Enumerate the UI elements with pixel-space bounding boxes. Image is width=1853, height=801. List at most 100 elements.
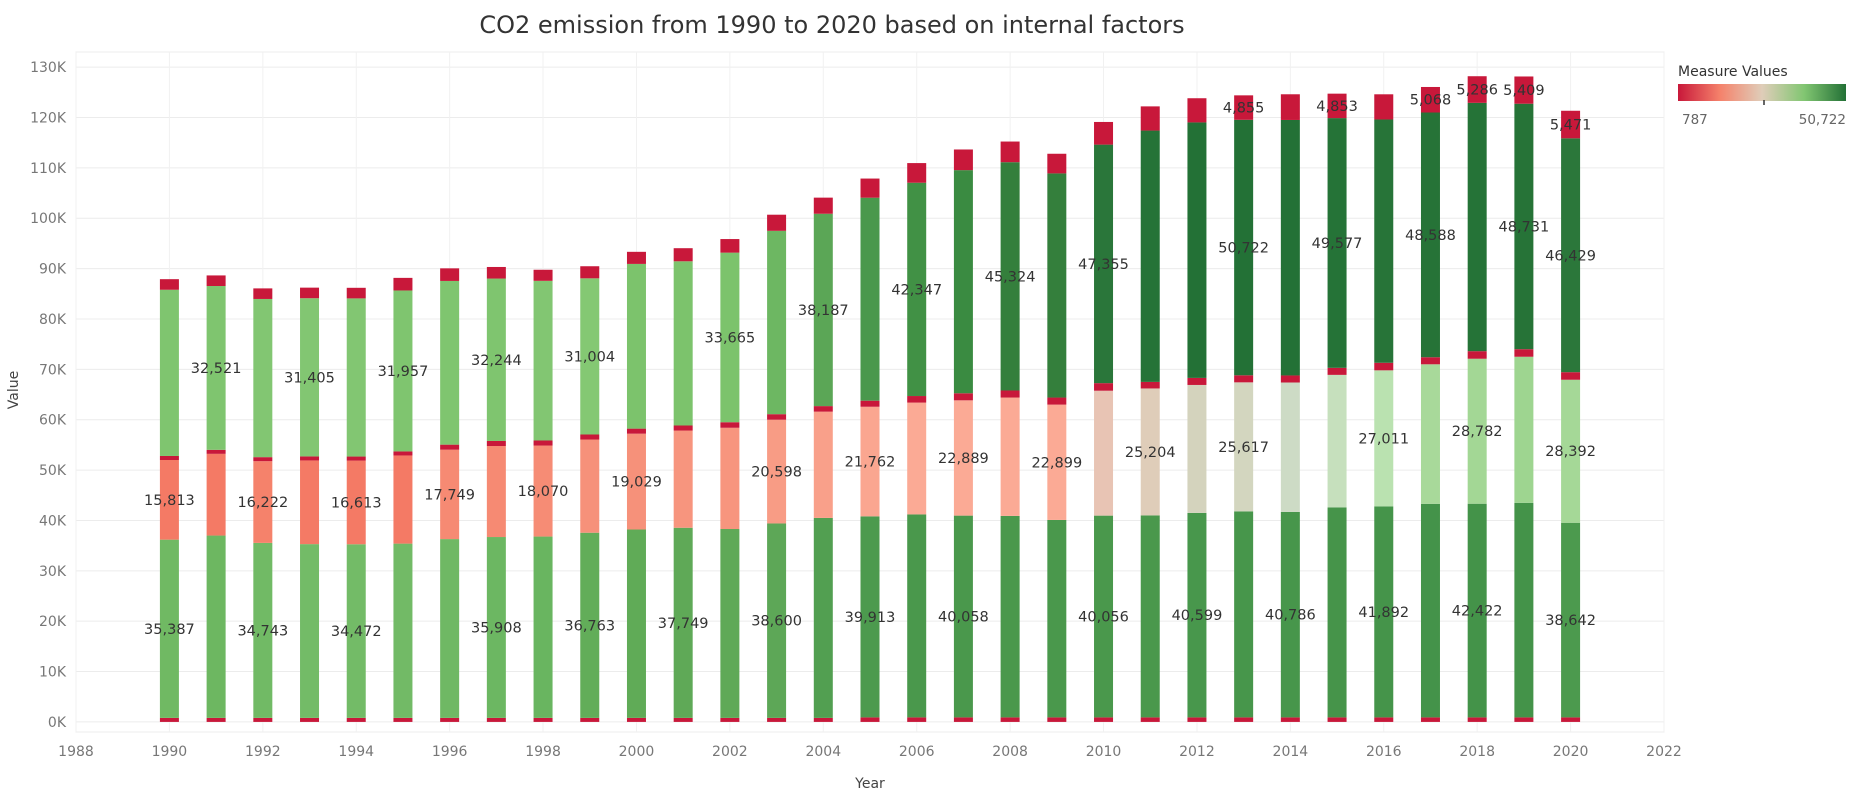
bar-segment	[1234, 717, 1254, 722]
data-label: 40,058	[938, 610, 989, 626]
bar-segment	[486, 537, 506, 718]
data-label: 36,763	[564, 618, 615, 634]
y-tick-label: 50K	[39, 463, 67, 479]
bar-segment	[673, 425, 693, 431]
x-tick-label: 1998	[525, 744, 561, 760]
bar-segment	[1374, 362, 1394, 371]
bar-segment	[1420, 717, 1440, 722]
bar-segment	[813, 517, 833, 718]
bar-segment	[1187, 717, 1207, 722]
data-label: 45,324	[985, 269, 1036, 285]
data-label: 38,642	[1545, 613, 1596, 629]
bar-segment	[486, 446, 506, 538]
bar-segment	[1514, 349, 1534, 357]
bar-segment	[440, 449, 460, 540]
bar-segment	[486, 266, 506, 279]
y-tick-label: 100K	[30, 211, 67, 227]
x-tick-label: 1990	[152, 744, 188, 760]
data-label: 15,813	[144, 493, 195, 509]
bar-segment	[1327, 367, 1347, 375]
bar-segment	[533, 445, 553, 537]
bar-segment	[393, 717, 413, 722]
bar-segment	[1420, 364, 1440, 504]
y-tick-label: 120K	[30, 110, 67, 126]
data-label: 49,577	[1312, 236, 1363, 252]
bar-segment	[580, 717, 600, 722]
bar-segment	[720, 717, 740, 722]
legend-gradient-bar	[1678, 84, 1846, 101]
data-label: 17,749	[424, 487, 475, 503]
legend-max-label: 50,722	[1799, 112, 1846, 128]
legend-min-label: 787	[1682, 112, 1708, 128]
data-label: 31,405	[284, 370, 335, 386]
bar-segment	[1047, 717, 1067, 722]
x-tick-label: 2002	[712, 744, 748, 760]
data-label: 32,244	[471, 353, 522, 369]
bar-segment	[1280, 717, 1300, 722]
bar-segment	[393, 277, 413, 291]
bar-segment	[486, 440, 506, 447]
bar-segment	[1374, 94, 1394, 120]
bar-segment	[673, 430, 693, 528]
data-label: 27,011	[1358, 431, 1409, 447]
bar-segment	[1420, 503, 1440, 718]
bar-segment	[1000, 141, 1020, 163]
data-label: 16,613	[331, 495, 382, 511]
data-label: 5,286	[1456, 83, 1498, 99]
data-label: 18,070	[518, 484, 569, 500]
bar-segment	[767, 230, 787, 415]
bar-segment	[673, 527, 693, 718]
bar-segment	[1234, 119, 1254, 376]
bar-segment	[1514, 356, 1534, 503]
bar-segment	[860, 516, 880, 718]
bar-segment	[206, 449, 226, 454]
bar-segment	[813, 406, 833, 412]
x-tick-label: 2018	[1459, 744, 1495, 760]
bar-segment	[346, 287, 366, 299]
y-tick-label: 30K	[39, 564, 67, 580]
data-label: 40,056	[1078, 610, 1129, 626]
bar-segment	[1094, 717, 1114, 722]
bar-segment	[1187, 122, 1207, 378]
bars	[159, 76, 1581, 722]
x-tick-label: 2004	[805, 744, 841, 760]
bar-segment	[1094, 383, 1114, 391]
bar-segment	[1327, 507, 1347, 718]
bar-segment	[1467, 503, 1487, 718]
x-tick-label: 2022	[1646, 744, 1682, 760]
bar-segment	[159, 279, 179, 290]
data-label: 28,392	[1545, 444, 1596, 460]
bar-segment	[1280, 94, 1300, 120]
bar-segment	[1374, 506, 1394, 718]
bar-segment	[767, 414, 787, 420]
data-label: 48,588	[1405, 228, 1456, 244]
bar-segment	[1000, 162, 1020, 391]
bar-segment	[206, 275, 226, 287]
bar-segment	[626, 428, 646, 434]
y-tick-label: 130K	[30, 60, 67, 76]
data-label: 38,187	[798, 303, 849, 319]
data-label: 42,422	[1452, 604, 1503, 620]
bar-segment	[440, 268, 460, 281]
bar-segment	[393, 451, 413, 456]
y-axis-label: Value	[6, 371, 22, 409]
bar-segment	[1140, 106, 1160, 131]
data-label: 5,471	[1550, 118, 1592, 134]
bar-segment	[346, 460, 366, 545]
data-label: 39,913	[845, 610, 896, 626]
bar-segment	[1047, 519, 1067, 718]
data-label: 40,599	[1172, 608, 1223, 624]
bar-segment	[159, 539, 179, 718]
bar-segment	[580, 434, 600, 440]
y-tick-label: 60K	[39, 413, 67, 429]
bar-segment	[300, 287, 320, 299]
bar-segment	[1047, 173, 1067, 398]
bar-segment	[253, 298, 273, 458]
bar-segment	[533, 280, 553, 441]
bar-segment	[440, 444, 460, 450]
bar-segment	[860, 400, 880, 407]
bar-segment	[346, 544, 366, 718]
bar-segment	[626, 717, 646, 722]
bar-segment	[1000, 717, 1020, 722]
bar-segment	[953, 400, 973, 516]
